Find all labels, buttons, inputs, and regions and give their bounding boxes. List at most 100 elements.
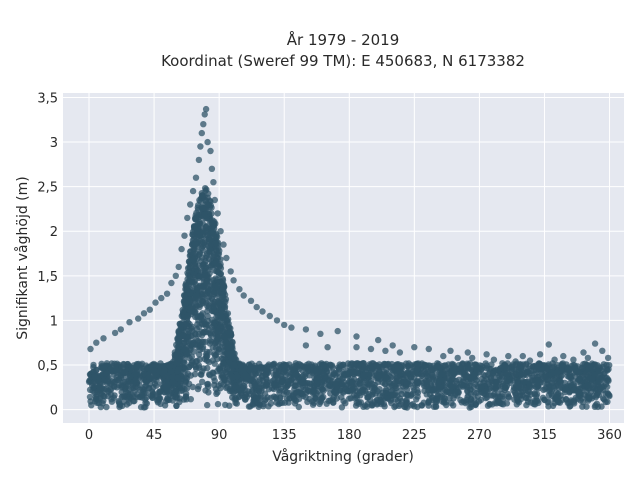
data-point — [584, 354, 592, 362]
data-point — [267, 400, 274, 407]
data-point — [189, 282, 196, 289]
data-point — [111, 329, 119, 337]
data-point — [227, 268, 234, 275]
data-point — [519, 352, 526, 360]
data-point — [263, 368, 270, 375]
data-point — [429, 394, 436, 401]
data-point — [214, 282, 221, 290]
data-point — [281, 362, 288, 369]
data-point — [126, 373, 134, 380]
data-point — [340, 398, 347, 405]
data-point — [198, 331, 206, 339]
data-point — [201, 111, 208, 118]
data-point — [149, 394, 156, 401]
data-point — [375, 336, 382, 344]
data-point — [184, 214, 191, 222]
data-point — [208, 165, 216, 172]
data-point — [134, 384, 141, 391]
data-point — [333, 395, 340, 402]
data-point — [487, 392, 494, 399]
data-point — [548, 390, 555, 397]
data-point — [218, 340, 225, 347]
data-point — [106, 386, 114, 393]
data-point — [367, 362, 374, 369]
data-point — [197, 371, 204, 378]
data-point — [361, 363, 369, 370]
data-point — [510, 387, 517, 394]
data-point — [189, 241, 196, 248]
data-point — [273, 317, 281, 324]
scatter-points — [85, 105, 613, 411]
data-point — [526, 357, 534, 364]
data-point — [581, 376, 588, 384]
data-point — [471, 361, 479, 368]
data-point — [98, 360, 105, 367]
data-point — [327, 390, 334, 397]
data-point — [171, 354, 179, 361]
data-point — [185, 333, 192, 340]
data-point — [320, 361, 327, 368]
data-point — [299, 367, 306, 374]
data-point — [222, 401, 229, 409]
data-point — [202, 257, 209, 265]
data-point — [135, 315, 142, 322]
data-point — [202, 105, 210, 113]
data-point — [219, 363, 227, 370]
data-point — [541, 385, 549, 393]
data-point — [202, 264, 210, 272]
data-point — [263, 381, 270, 388]
data-point — [562, 385, 569, 393]
data-point — [209, 295, 216, 303]
data-point — [595, 368, 602, 375]
data-point — [581, 391, 588, 398]
y-tick-label: 0,5 — [37, 359, 58, 374]
data-point — [196, 351, 203, 358]
data-point — [197, 143, 204, 150]
data-point — [604, 398, 611, 405]
data-point — [225, 350, 232, 358]
data-point — [291, 396, 298, 403]
data-point — [310, 399, 318, 406]
data-point — [279, 378, 286, 385]
data-point — [446, 394, 453, 402]
data-point — [454, 354, 461, 362]
data-point — [247, 297, 255, 304]
data-point — [393, 361, 400, 368]
data-point — [500, 395, 507, 403]
data-point — [200, 121, 207, 128]
data-point — [266, 312, 273, 320]
data-point — [559, 360, 567, 367]
data-point — [496, 399, 503, 407]
data-point — [257, 364, 264, 371]
data-point — [264, 394, 271, 401]
data-point — [183, 351, 191, 358]
data-point — [521, 371, 528, 378]
data-point — [119, 383, 126, 390]
data-point — [573, 368, 580, 375]
data-point — [204, 201, 212, 208]
data-point — [181, 232, 188, 239]
data-point — [137, 403, 145, 411]
data-point — [535, 377, 542, 384]
data-point — [180, 314, 187, 321]
x-tick-label: 225 — [402, 428, 427, 443]
data-point — [570, 381, 577, 388]
data-point — [536, 351, 544, 358]
data-point — [155, 362, 163, 370]
data-point — [273, 399, 280, 406]
data-point — [240, 292, 247, 299]
data-point — [87, 398, 94, 405]
data-point — [151, 367, 158, 374]
data-point — [103, 403, 110, 411]
data-point — [146, 381, 154, 388]
data-point — [270, 361, 277, 368]
data-point — [353, 394, 360, 401]
data-point — [188, 359, 195, 366]
data-point — [317, 330, 324, 337]
data-point — [151, 380, 159, 387]
data-point — [338, 404, 346, 411]
data-point — [259, 308, 266, 315]
data-point — [334, 327, 341, 335]
data-point — [579, 403, 586, 410]
data-point — [248, 360, 255, 367]
